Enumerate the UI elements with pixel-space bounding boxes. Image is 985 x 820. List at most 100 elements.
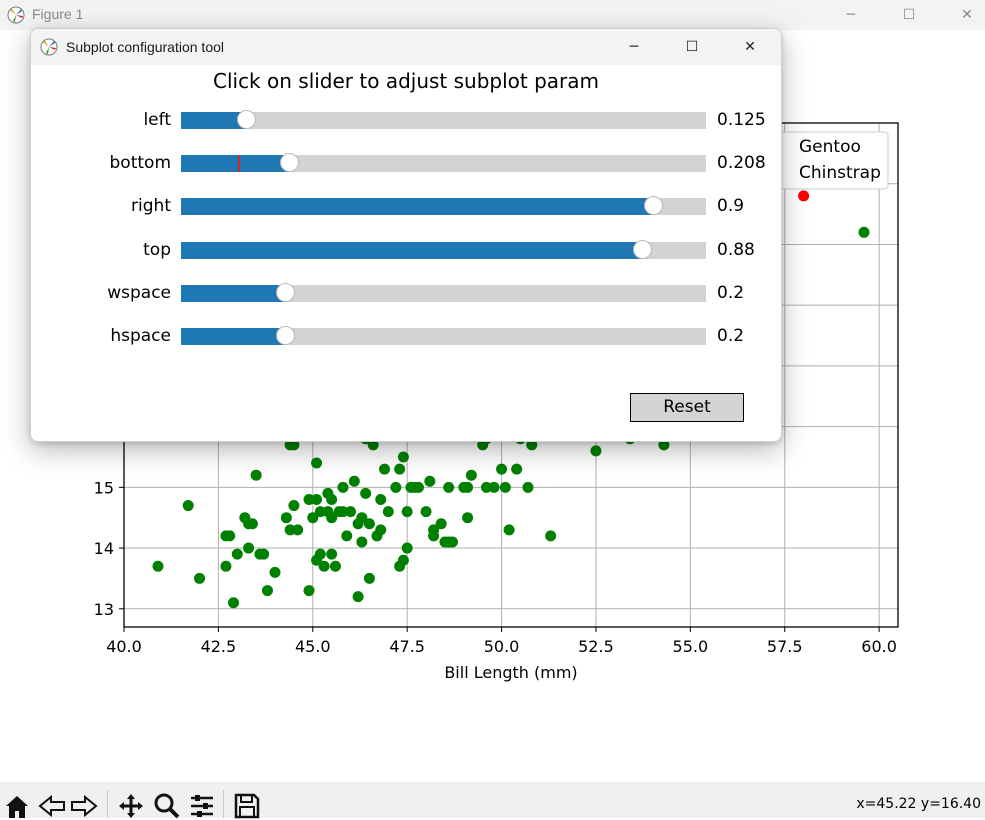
forward-icon[interactable] [70, 792, 98, 820]
slider-label-bottom: bottom [109, 153, 171, 173]
data-point [375, 524, 387, 536]
data-point [511, 463, 523, 475]
window-maximize-button[interactable]: ☐ [886, 0, 932, 30]
data-point [337, 506, 349, 518]
dialog-titlebar[interactable]: Subplot configuration tool ─ ☐ ✕ [31, 29, 781, 65]
data-point [363, 518, 375, 530]
slider-top[interactable] [181, 240, 706, 259]
slider-left[interactable] [181, 110, 706, 129]
data-point [269, 566, 281, 578]
data-point [401, 506, 413, 518]
data-point [261, 585, 273, 597]
data-point [858, 226, 870, 238]
dialog-maximize-button[interactable]: ☐ [669, 32, 715, 62]
data-point [227, 597, 239, 609]
x-tick-label: 42.5 [201, 637, 237, 656]
axis-ticks: 40.0 42.5 45.0 47.5 50.0 52.5 55.0 57.5 60.0 13 14… [94, 478, 897, 656]
matplotlib-app-icon [7, 6, 25, 24]
slider-handle[interactable] [236, 110, 256, 129]
data-point [250, 469, 262, 481]
legend-entry-chinstrap: Chinstrap [799, 163, 881, 183]
slider-right[interactable] [181, 196, 706, 215]
data-point [462, 512, 474, 524]
data-point [522, 481, 534, 493]
subplot-configuration-dialog: Subplot configuration tool ─ ☐ ✕ Click o… [30, 28, 782, 442]
data-point [307, 512, 319, 524]
slider-wspace[interactable] [181, 283, 706, 302]
window-minimize-button[interactable]: ─ [828, 0, 874, 30]
x-tick-label: 45.0 [295, 637, 331, 656]
slider-value-hspace: 0.2 [717, 326, 745, 346]
x-tick-label: 55.0 [673, 637, 709, 656]
configure-subplots-icon[interactable] [188, 792, 216, 820]
slider-bottom[interactable] [181, 153, 706, 172]
navigation-toolbar: x=45.22 y=16.40 [0, 782, 985, 820]
slider-fill [181, 328, 286, 345]
close-icon: ✕ [744, 39, 756, 55]
x-tick-label: 60.0 [861, 637, 897, 656]
dialog-heading: Click on slider to adjust subplot param [212, 69, 600, 93]
data-point [311, 493, 323, 505]
data-point [337, 481, 349, 493]
data-point [314, 506, 326, 518]
maximize-icon: ☐ [685, 39, 699, 55]
data-point [428, 530, 440, 542]
data-point [345, 506, 357, 518]
slider-handle[interactable] [276, 326, 295, 345]
data-point [375, 493, 387, 505]
data-point [303, 493, 315, 505]
home-icon[interactable] [3, 792, 31, 820]
dialog-close-button[interactable]: ✕ [727, 32, 773, 62]
slider-fill [181, 242, 643, 259]
data-point [288, 500, 300, 512]
maximize-icon: ☐ [902, 7, 916, 23]
data-point [258, 548, 270, 560]
reset-button[interactable]: Reset [630, 393, 744, 422]
pan-icon[interactable] [117, 792, 145, 820]
data-point [220, 530, 232, 542]
slider-fill [181, 285, 286, 302]
data-point [360, 487, 372, 499]
slider-label-hspace: hspace [110, 326, 171, 346]
data-point [545, 530, 557, 542]
y-tick-label: 15 [94, 478, 114, 497]
slider-value-left: 0.125 [717, 110, 766, 130]
slider-handle[interactable] [280, 153, 300, 172]
data-point [401, 542, 413, 554]
zoom-icon[interactable] [153, 792, 181, 820]
window-close-button[interactable]: ✕ [944, 0, 985, 30]
slider-handle[interactable] [643, 196, 663, 215]
data-point [488, 481, 500, 493]
data-point [280, 512, 292, 524]
data-point [326, 493, 338, 505]
slider-hspace[interactable] [181, 326, 706, 345]
dialog-title: Subplot configuration tool [66, 39, 224, 55]
data-point [390, 481, 402, 493]
data-point [288, 439, 300, 451]
data-point [231, 548, 243, 560]
minimize-icon: ─ [629, 39, 639, 55]
slider-value-top: 0.88 [717, 240, 755, 260]
data-point [658, 439, 670, 451]
data-point [367, 439, 379, 451]
data-point [152, 560, 164, 572]
dialog-minimize-button[interactable]: ─ [611, 32, 657, 62]
data-point [409, 481, 421, 493]
data-point [314, 548, 326, 560]
data-point [458, 481, 470, 493]
data-point [397, 451, 409, 463]
slider-label-left: left [143, 110, 171, 130]
slider-label-right: right [131, 196, 171, 216]
back-icon[interactable] [38, 792, 66, 820]
y-tick-label: 13 [94, 600, 114, 619]
data-point [443, 536, 455, 548]
x-tick-label: 47.5 [389, 637, 425, 656]
data-point [443, 481, 455, 493]
data-point [435, 518, 447, 530]
data-point [284, 524, 296, 536]
slider-handle[interactable] [633, 240, 652, 259]
slider-handle[interactable] [276, 283, 295, 302]
x-tick-label: 57.5 [767, 637, 803, 656]
y-tick-label: 14 [94, 539, 114, 558]
save-icon[interactable] [233, 792, 261, 820]
